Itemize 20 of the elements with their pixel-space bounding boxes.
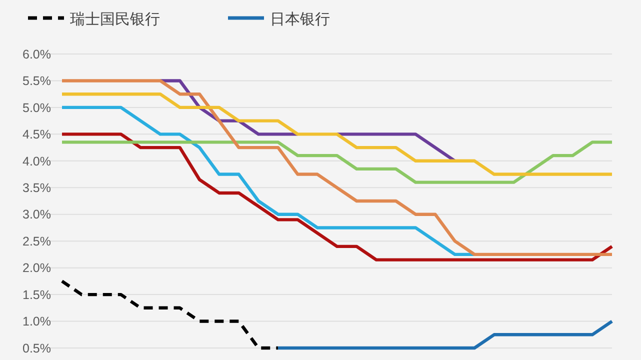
legend-label: 日本银行 (270, 10, 330, 28)
y-tick-label: 2.5% (22, 234, 51, 248)
line-series (60, 106, 476, 256)
y-tick-label: 5.5% (22, 74, 51, 88)
y-tick-label: 1.0% (22, 314, 51, 329)
line-series (60, 79, 614, 256)
legend-label: 瑞士国民银行 (70, 10, 160, 28)
y-tick-label: 5.0% (22, 100, 51, 115)
line-series (60, 140, 614, 184)
y-tick-label: 0.5% (22, 341, 51, 356)
line-series (60, 132, 614, 262)
y-tick-label: 3.0% (22, 208, 51, 222)
y-tick-label: 3.5% (22, 181, 51, 196)
line-series (60, 280, 280, 350)
line-series (60, 92, 614, 176)
y-tick-label: 2.0% (22, 261, 51, 276)
y-tick-label: 4.5% (22, 128, 51, 142)
y-tick-label: 4.0% (22, 154, 51, 168)
y-tick-label: 6.0% (22, 47, 51, 62)
y-tick-label: 1.5% (22, 288, 51, 302)
